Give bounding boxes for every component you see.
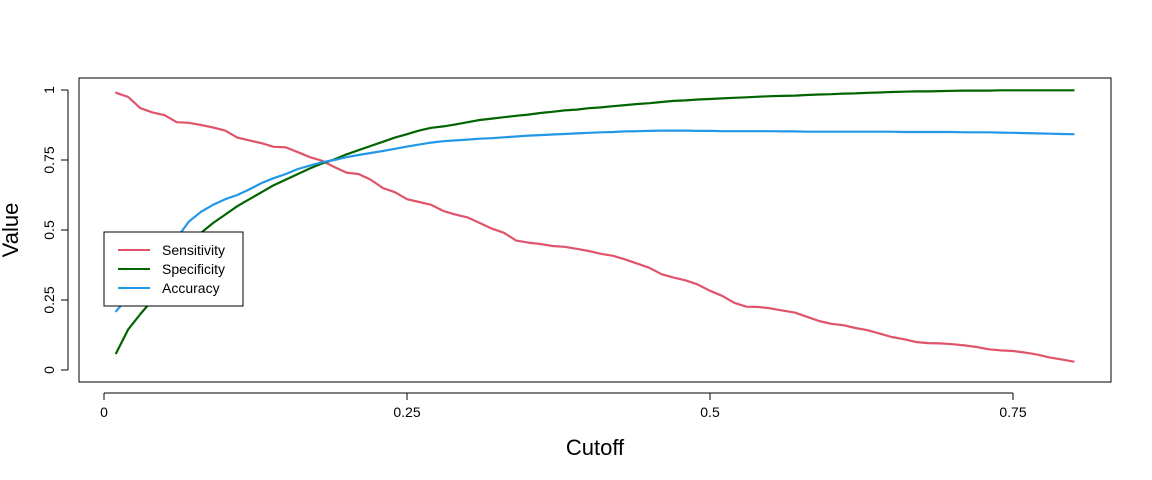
x-tick-label: 0.75 [999,404,1026,420]
plot-box [78,77,1112,383]
series-line-specificity [114,89,1075,355]
y-tick-label: 0.25 [41,286,57,313]
series-line-sensitivity [114,91,1075,363]
series-line-accuracy [114,129,1075,313]
x-tick-label: 0.25 [393,404,420,420]
y-tick-label: 0 [41,366,57,374]
legend-label-sensitivity: Sensitivity [162,242,225,258]
series-layer [114,89,1075,363]
x-tick-label: 0.5 [700,404,720,420]
x-axis: 0 0.25 0.5 0.75 [100,392,1027,420]
legend-label-accuracy: Accuracy [162,280,220,296]
y-tick-label: 0.5 [41,220,57,240]
y-axis: 0 0.25 0.5 0.75 1 [41,86,69,374]
x-tick-label: 0 [100,404,108,420]
y-axis-title: Value [0,203,23,258]
x-axis-title: Cutoff [566,435,625,460]
legend-label-specificity: Specificity [162,261,225,277]
legend: Sensitivity Specificity Accuracy [103,231,244,307]
y-tick-label: 0.75 [41,146,57,173]
y-tick-label: 1 [41,86,57,94]
